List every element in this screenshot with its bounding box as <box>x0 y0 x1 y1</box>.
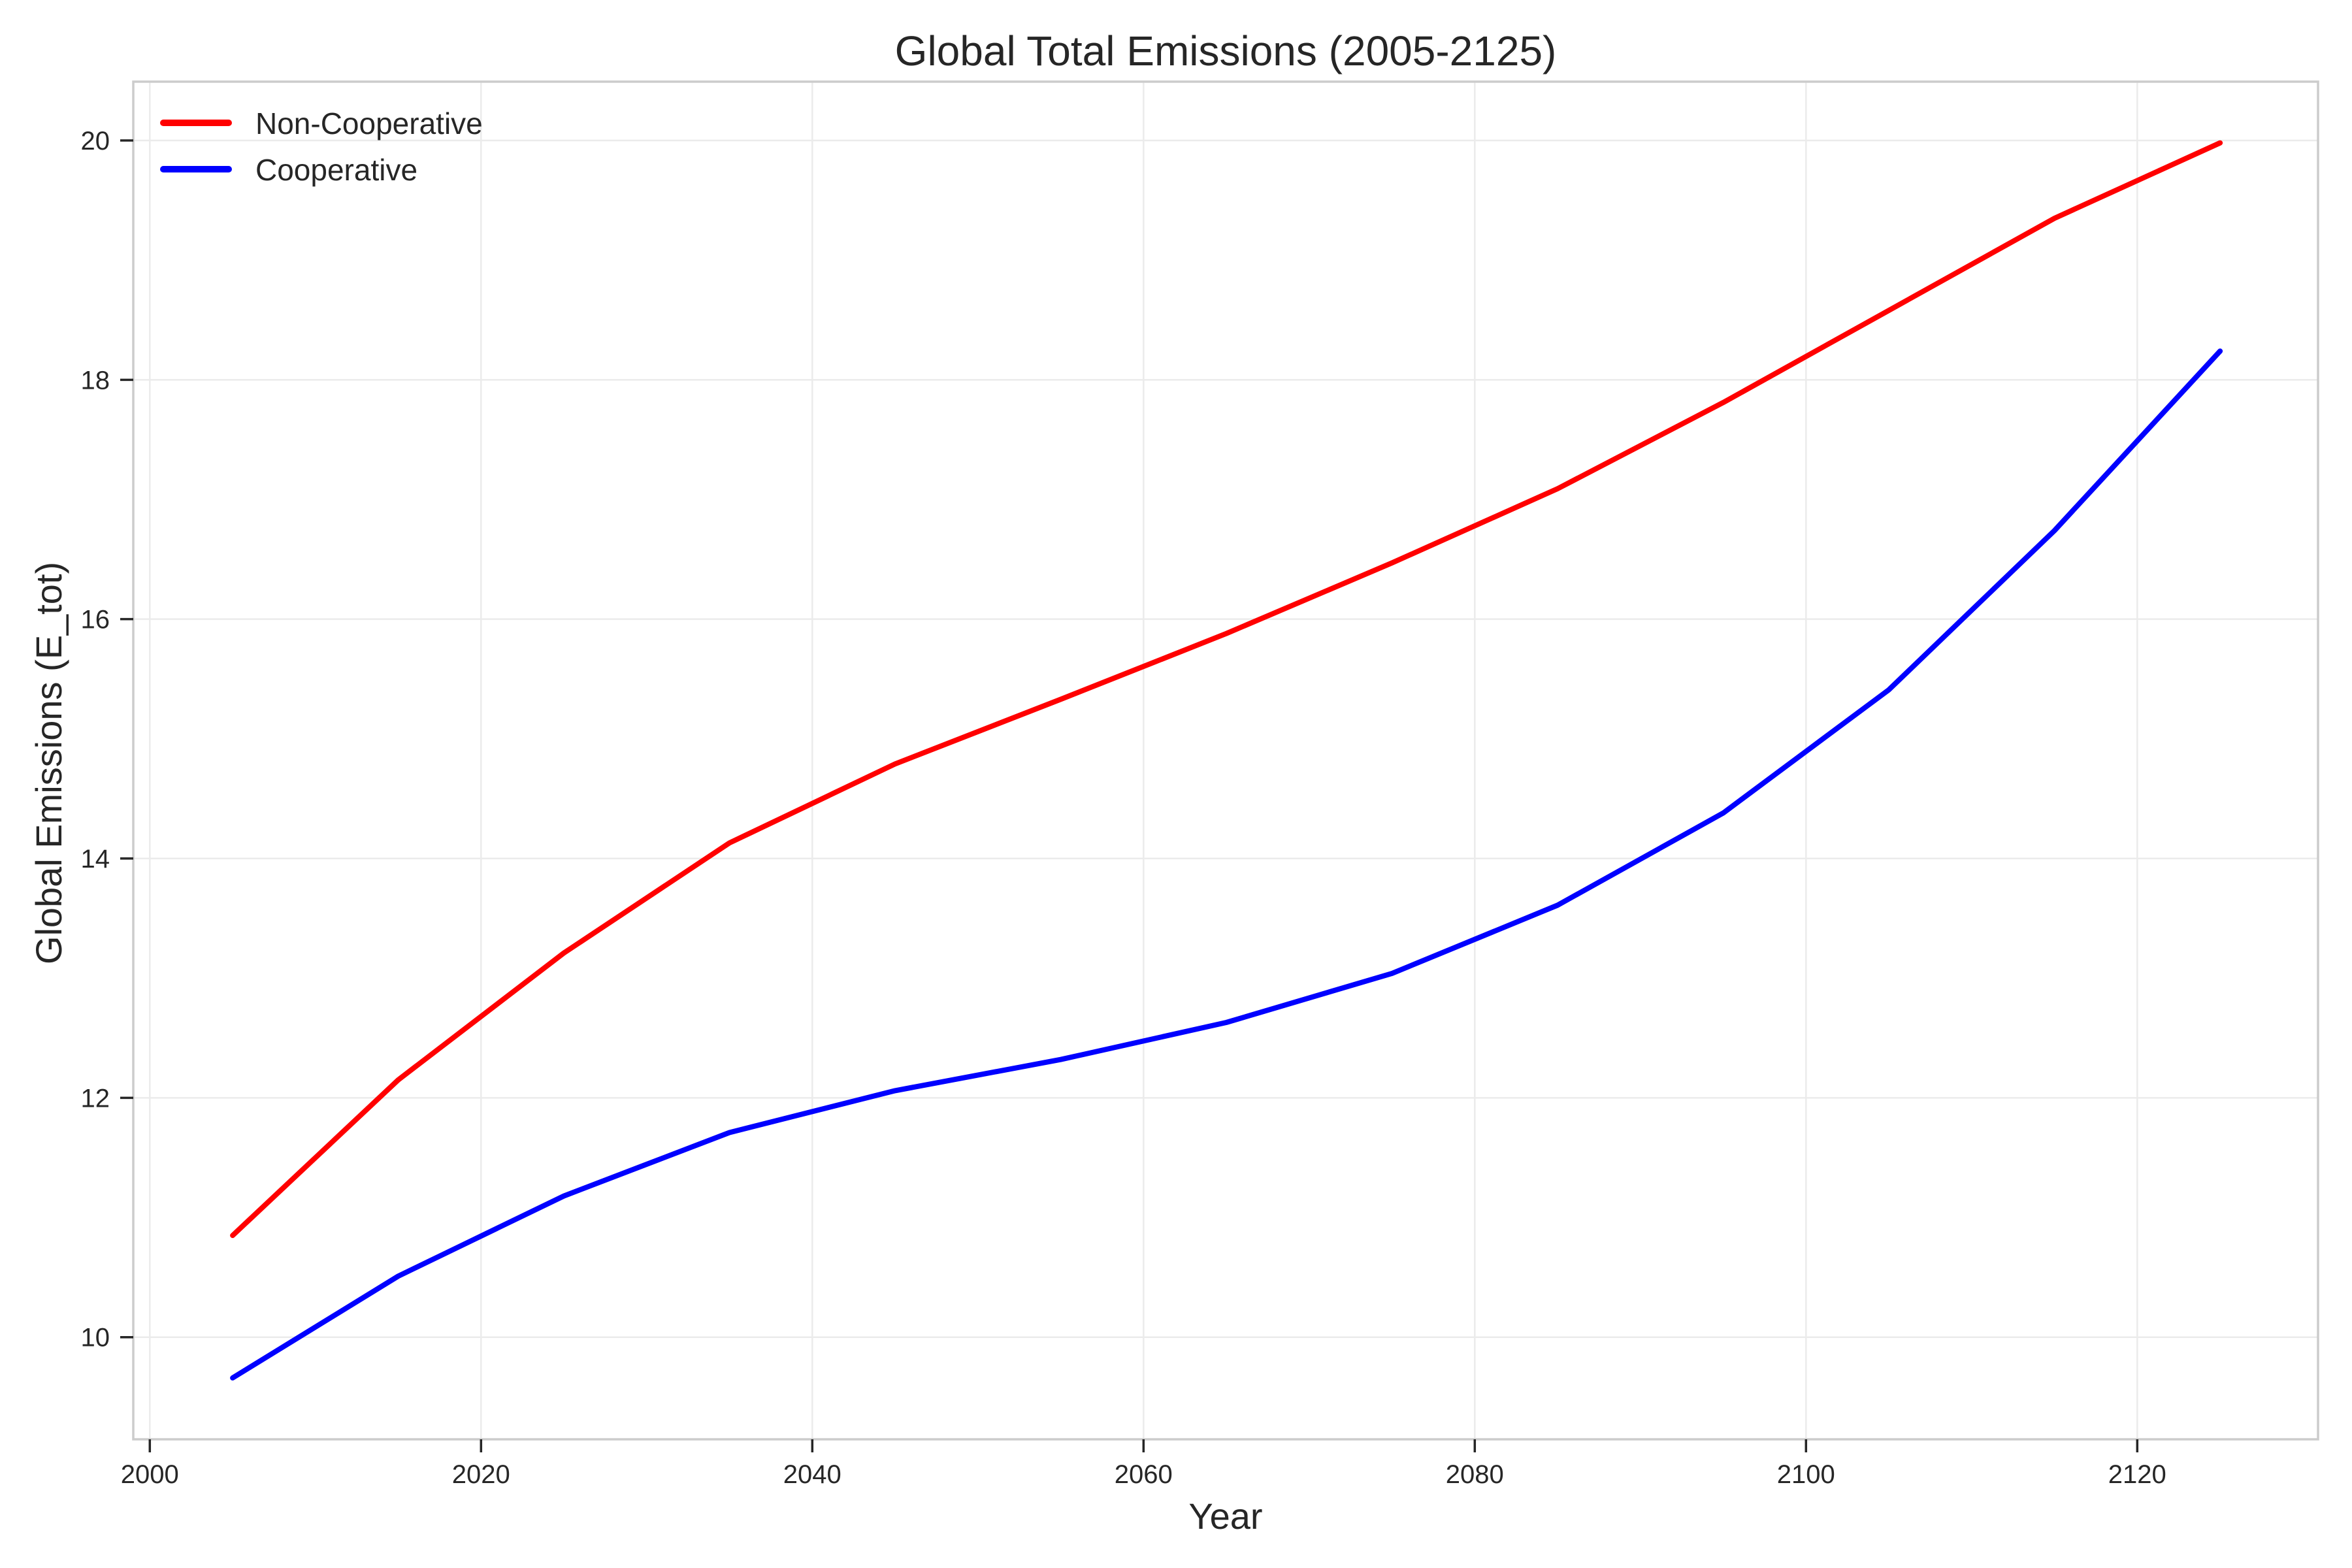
y-tick-label: 12 <box>81 1084 110 1113</box>
plot-area-frame <box>132 80 2319 1441</box>
y-tick-label: 16 <box>81 606 110 634</box>
x-tick-label: 2020 <box>452 1460 510 1489</box>
series-points-cooperative <box>232 351 2221 1379</box>
y-axis-ticks: 10 12 14 16 18 20 <box>81 127 133 1352</box>
vertical-gridlines <box>149 82 2138 1439</box>
x-tick-label: 2060 <box>1115 1460 1173 1489</box>
y-axis-label: Global Emissions (E_tot) <box>28 562 69 964</box>
x-axis-ticks: 2000 2020 2040 2060 2080 2100 2120 <box>121 1439 2166 1489</box>
y-tick-label: 20 <box>81 127 110 155</box>
x-tick-label: 2100 <box>1777 1460 1835 1489</box>
legend-label-cooperative: Cooperative <box>255 153 417 187</box>
series-lines <box>230 140 2223 1380</box>
x-tick-label: 2080 <box>1446 1460 1504 1489</box>
x-tick-label: 2120 <box>2108 1460 2166 1489</box>
y-tick-label: 10 <box>81 1324 110 1352</box>
y-tick-label: 14 <box>81 845 110 874</box>
series-points-non-cooperative <box>232 142 2221 1236</box>
chart-title: Global Total Emissions (2005-2125) <box>895 27 1557 74</box>
y-tick-label: 18 <box>81 366 110 395</box>
legend-label-non-cooperative: Non-Cooperative <box>255 106 483 140</box>
x-tick-label: 2040 <box>783 1460 841 1489</box>
legend: Non-Cooperative Cooperative <box>160 106 483 187</box>
x-axis-label: Year <box>1188 1495 1262 1537</box>
legend-item-non-cooperative: Non-Cooperative <box>160 106 483 140</box>
x-tick-label: 2000 <box>121 1460 179 1489</box>
horizontal-gridlines <box>133 139 2318 1338</box>
legend-item-cooperative: Cooperative <box>160 153 417 187</box>
